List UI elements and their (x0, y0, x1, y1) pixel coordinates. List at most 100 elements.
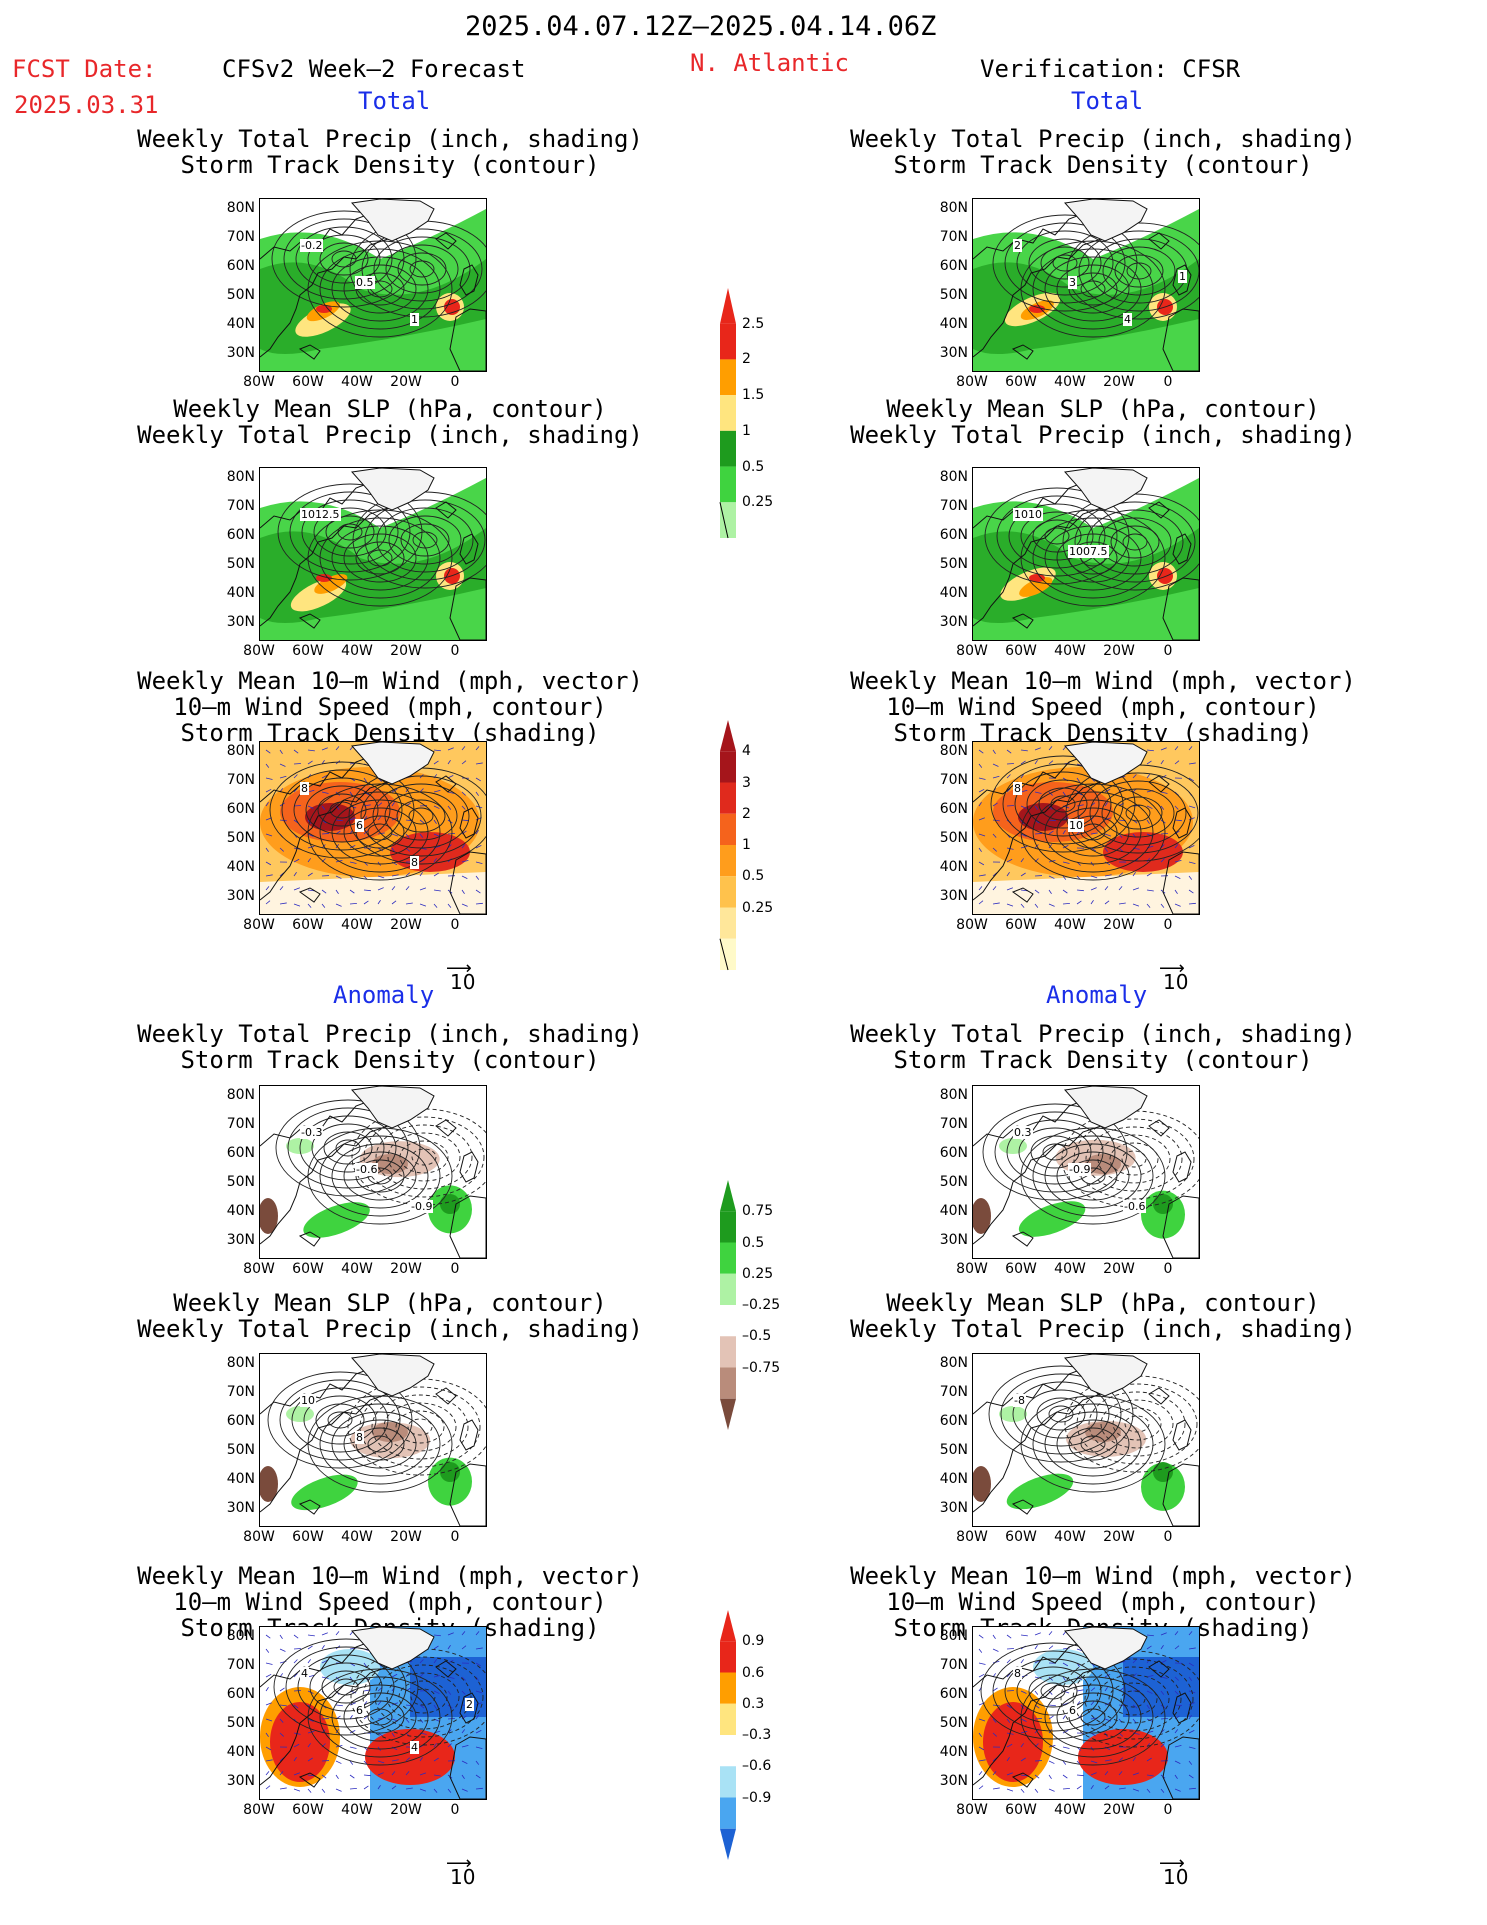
fcst-date: 2025.03.31 (14, 91, 159, 119)
lat-tick-label: 70N (226, 498, 255, 514)
colorbar-precip-total (716, 268, 756, 562)
lat-tick-label: 60N (226, 258, 255, 274)
lon-tick-label: 0 (1163, 374, 1173, 390)
lat-tick-label: 40N (939, 316, 968, 332)
lat-tick-label: 70N (939, 1657, 968, 1673)
contour-label: -0.2 (300, 239, 324, 252)
lat-tick-label: 30N (939, 1500, 968, 1516)
lon-tick-label: 20W (1103, 1802, 1135, 1818)
lat-tick-label: 70N (226, 1384, 255, 1400)
lon-tick-label: 20W (1103, 643, 1135, 659)
lon-tick-label: 80W (243, 1802, 275, 1818)
map-f-anom-2: 10 8 (259, 1353, 487, 1527)
title-v-anom-2: Weekly Mean SLP (hPa, contour) Weekly To… (850, 1289, 1356, 1343)
lat-tick-label: 70N (226, 229, 255, 245)
lon-tick-label: 60W (1005, 917, 1037, 933)
lat-tick-label: 50N (939, 1442, 968, 1458)
contour-label: 3 (1068, 276, 1077, 289)
colorbar-label: 0.5 (742, 458, 765, 475)
colorbar-label: 0.25 (742, 1265, 774, 1282)
lon-tick-label: 80W (956, 917, 988, 933)
colorbar-label: 0.9 (742, 1633, 765, 1650)
lat-tick-label: 40N (226, 585, 255, 601)
lat-tick-label: 50N (939, 1174, 968, 1190)
lon-tick-label: 40W (341, 1802, 373, 1818)
colorbar-label: 3 (742, 774, 751, 791)
colorbar-label: 0.25 (742, 494, 774, 511)
map-f-total-1: -0.2 0.5 1 (259, 198, 487, 372)
lon-tick-label: 0 (450, 1529, 460, 1545)
colorbar-storm-total (716, 700, 756, 994)
lon-tick-label: 0 (1163, 1802, 1173, 1818)
colorbar-label: 0.6 (742, 1664, 765, 1681)
lat-tick-label: 30N (939, 1773, 968, 1789)
lon-tick-label: 80W (956, 1802, 988, 1818)
lat-tick-label: 50N (939, 830, 968, 846)
lon-tick-label: 60W (292, 1802, 324, 1818)
lat-tick-label: 60N (939, 1413, 968, 1429)
colorbar-label: –0.25 (742, 1297, 781, 1313)
lat-tick-label: 30N (226, 1500, 255, 1516)
contour-label: 8 (1013, 782, 1022, 795)
lon-tick-label: 0 (450, 1802, 460, 1818)
contour-label: 1012.5 (300, 508, 341, 521)
lon-tick-label: 80W (956, 643, 988, 659)
contour-label: 6 (355, 819, 364, 832)
lat-tick-label: 60N (226, 1145, 255, 1161)
colorbar-label: 2 (742, 805, 751, 822)
colorbar-label: 1 (742, 837, 751, 853)
lon-tick-label: 80W (243, 1529, 275, 1545)
lat-tick-label: 40N (939, 1203, 968, 1219)
lat-tick-label: 70N (939, 229, 968, 245)
vector-ref-f-total: ⟶ 10 (446, 958, 476, 994)
lon-tick-label: 0 (450, 374, 460, 390)
colorbar-label: 0.3 (742, 1695, 765, 1712)
vector-ref-f-anom: ⟶ 10 (446, 1853, 476, 1889)
title-v-anom-1: Weekly Total Precip (inch, shading) Stor… (850, 1020, 1356, 1074)
lon-tick-label: 40W (341, 643, 373, 659)
contour-label: 8 (300, 782, 309, 795)
colorbar-label: 0.25 (742, 899, 774, 916)
contour-label: 8 (355, 1431, 364, 1444)
lat-tick-label: 50N (226, 1174, 255, 1190)
lat-tick-label: 80N (939, 743, 968, 759)
lon-tick-label: 0 (1163, 1529, 1173, 1545)
lat-tick-label: 60N (226, 1413, 255, 1429)
contour-label: 2 (465, 1698, 474, 1711)
lat-tick-label: 60N (939, 1145, 968, 1161)
lat-tick-label: 80N (939, 200, 968, 216)
lon-tick-label: 0 (1163, 1261, 1173, 1277)
lat-tick-label: 60N (939, 258, 968, 274)
vector-ref-v-total: ⟶ 10 (1159, 958, 1189, 994)
lat-tick-label: 40N (939, 1471, 968, 1487)
title-v-total-1: Weekly Total Precip (inch, shading) Stor… (850, 125, 1356, 179)
map-v-total-3: 8 10 (972, 741, 1200, 915)
colorbar-label: 2.5 (742, 315, 765, 332)
title-f-anom-2: Weekly Mean SLP (hPa, contour) Weekly To… (137, 1289, 643, 1343)
title-f-anom-1: Weekly Total Precip (inch, shading) Stor… (137, 1020, 643, 1074)
section-anomaly-left: Anomaly (333, 981, 435, 1009)
contour-label: 1 (410, 313, 419, 326)
model-title: CFSv2 Week–2 Forecast (222, 55, 526, 83)
lon-tick-label: 20W (1103, 917, 1135, 933)
section-anomaly-right: Anomaly (1046, 981, 1148, 1009)
lat-tick-label: 30N (939, 888, 968, 904)
contour-label: 1 (1178, 270, 1187, 283)
lat-tick-label: 80N (226, 200, 255, 216)
contour-label: 1007.5 (1068, 545, 1109, 558)
lon-tick-label: 80W (956, 374, 988, 390)
lat-tick-label: 30N (939, 345, 968, 361)
contour-label: 1010 (1013, 508, 1043, 521)
lon-tick-label: 80W (956, 1529, 988, 1545)
fcst-label: FCST Date: (12, 55, 157, 83)
map-f-anom-3: 4 6 4 2 (259, 1626, 487, 1800)
colorbar-label: 1 (742, 422, 751, 439)
colorbar-label: –0.6 (742, 1758, 772, 1775)
lat-tick-label: 50N (226, 556, 255, 572)
lon-tick-label: 40W (1054, 917, 1086, 933)
lat-tick-label: 50N (226, 1715, 255, 1731)
colorbar-label: 0.5 (742, 868, 765, 885)
colorbar-label: –0.3 (742, 1727, 772, 1743)
lat-tick-label: 80N (939, 1355, 968, 1371)
colorbar-label: 2 (742, 351, 751, 368)
